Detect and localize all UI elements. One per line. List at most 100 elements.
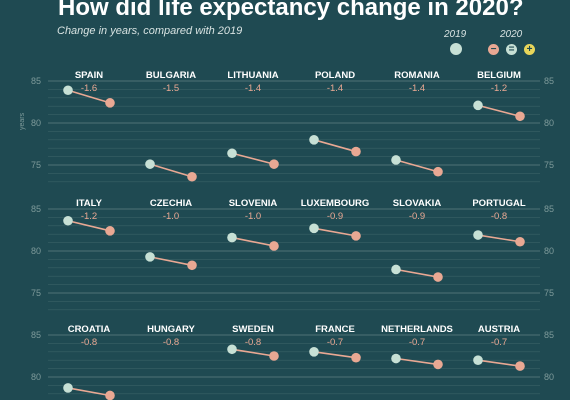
panel-country-label: NETHERLANDS (381, 324, 453, 335)
panel-country-label: SLOVAKIA (393, 198, 442, 209)
panel-country-label: BELGIUM (477, 70, 521, 81)
panel-change-label: -1.2 (491, 83, 507, 94)
panel-country-label: ROMANIA (394, 70, 440, 81)
point-2020 (105, 390, 115, 400)
panel-country-label: CZECHIA (150, 198, 192, 209)
slope-line (395, 159, 439, 173)
slope-line (231, 236, 275, 247)
y-tick-label-left: 80 (31, 118, 41, 128)
y-tick-label-right: 85 (544, 330, 554, 340)
legend-increase-icon: + (524, 44, 535, 55)
panel-country-label: SLOVENIA (229, 198, 278, 209)
point-2019 (227, 344, 237, 355)
point-2020 (433, 272, 443, 282)
slope-line (313, 227, 357, 237)
point-2020 (515, 111, 525, 122)
point-2020 (105, 98, 115, 108)
panel-change-label: -1.2 (81, 211, 97, 222)
panel-change-label: -0.7 (327, 337, 343, 348)
y-tick-label-right: 80 (544, 372, 554, 382)
y-tick-label-right: 75 (544, 288, 554, 298)
point-2020 (105, 226, 115, 236)
y-tick-label-left: 85 (31, 204, 41, 214)
panel-country-label: PORTUGAL (472, 198, 526, 209)
point-2020 (269, 159, 279, 169)
point-2019 (145, 252, 155, 262)
slope-line (67, 219, 111, 232)
y-tick-label-right: 75 (544, 160, 554, 170)
y-tick-label-left: 85 (31, 76, 41, 86)
point-2019 (473, 100, 483, 111)
slope-line (395, 268, 439, 278)
point-2019 (63, 85, 73, 96)
y-tick-label-right: 85 (544, 204, 554, 214)
panel-change-label: -1.5 (163, 83, 179, 94)
legend-same-icon: = (506, 44, 517, 55)
y-tick-label-left: 75 (31, 288, 41, 298)
slope-line (313, 139, 357, 153)
panel-country-label: CROATIA (68, 324, 111, 335)
chart-subtitle: Change in years, compared with 2019 (57, 25, 243, 37)
legend-label-2020: 2020 (500, 29, 523, 40)
point-2020 (187, 260, 197, 271)
point-2019 (309, 223, 319, 234)
point-2019 (227, 232, 237, 243)
slope-line (149, 256, 193, 267)
slope-line (477, 104, 521, 118)
slope-line (477, 359, 521, 367)
point-2019 (473, 355, 483, 366)
point-2019 (63, 215, 73, 226)
point-2020 (269, 351, 279, 361)
point-2020 (351, 146, 361, 157)
slope-line (395, 357, 439, 366)
slope-line (67, 387, 111, 397)
point-2019 (391, 264, 401, 275)
slope-line (67, 89, 111, 104)
panel-change-label: -0.7 (491, 337, 507, 348)
panel-change-label: -0.8 (245, 337, 261, 348)
point-2019 (227, 148, 237, 159)
panel-change-label: -0.7 (409, 337, 425, 348)
panel-change-label: -1.4 (327, 83, 343, 94)
point-2020 (269, 241, 279, 251)
panel-change-label: -0.8 (163, 337, 179, 348)
y-tick-label-left: 80 (31, 246, 41, 256)
panel-country-label: LUXEMBOURG (301, 198, 370, 209)
slope-line (149, 163, 193, 178)
panel-change-label: -1.4 (245, 83, 261, 94)
panel-country-label: SPAIN (75, 70, 103, 81)
slope-line (313, 351, 357, 359)
panel-change-label: -0.9 (327, 211, 343, 222)
point-2020 (515, 361, 525, 371)
y-tick-label-right: 80 (544, 118, 554, 128)
panel-change-label: -1.4 (409, 83, 425, 94)
point-2020 (433, 166, 443, 177)
chart-title: How did life expectancy change in 2020? (58, 0, 524, 21)
point-2020 (515, 236, 525, 247)
panel-country-label: ITALY (76, 198, 103, 209)
legend-decrease-icon: − (488, 44, 499, 55)
y-tick-label-right: 80 (544, 246, 554, 256)
panel-country-label: SWEDEN (232, 324, 274, 335)
panel-country-label: HUNGARY (147, 324, 195, 335)
point-2019 (309, 135, 319, 145)
panel-change-label: -0.9 (409, 211, 425, 222)
slope-line (231, 152, 275, 165)
panel-change-label: -0.8 (81, 337, 97, 348)
point-2020 (187, 171, 197, 182)
legend-dot-2019 (450, 43, 462, 55)
point-2019 (63, 383, 73, 393)
panel-change-label: -1.6 (81, 83, 97, 94)
slope-line (231, 348, 275, 357)
point-2019 (473, 230, 483, 240)
slope-line (477, 234, 521, 243)
y-tick-label-left: 75 (31, 160, 41, 170)
point-2019 (309, 347, 319, 357)
y-tick-label-right: 85 (544, 76, 554, 86)
point-2019 (391, 353, 401, 364)
y-tick-label-left: 80 (31, 372, 41, 382)
point-2020 (433, 359, 443, 370)
panel-country-label: AUSTRIA (478, 324, 520, 335)
panel-country-label: BULGARIA (146, 70, 196, 81)
